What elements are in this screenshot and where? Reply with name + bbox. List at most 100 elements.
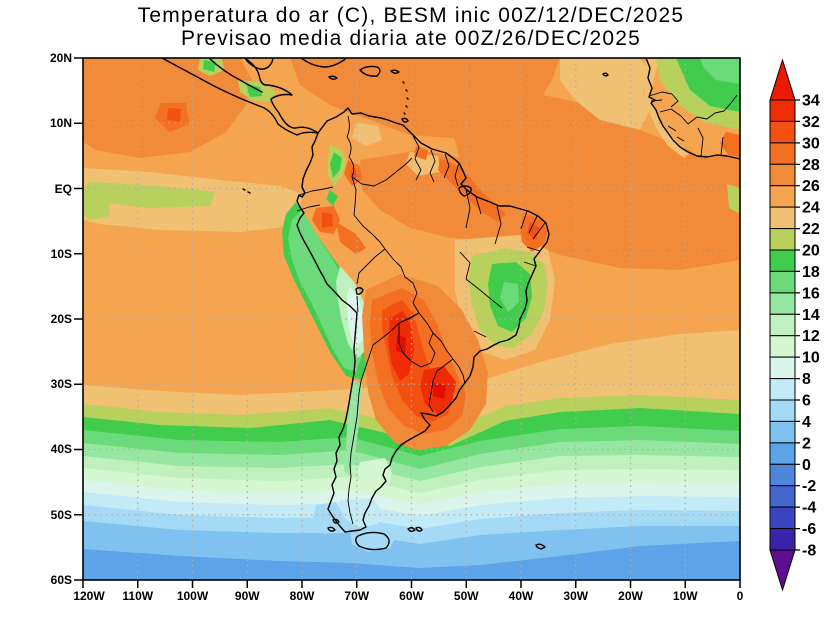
colorbar-label: 30 bbox=[802, 135, 820, 152]
mexico-gulf-coast bbox=[208, 58, 263, 93]
cape-verde-island bbox=[602, 72, 609, 77]
colorbar-arrow-bottom bbox=[769, 549, 796, 592]
x-axis-label: 90W bbox=[235, 589, 260, 603]
y-axis-label: 20N bbox=[50, 51, 72, 65]
x-axis-label: 20W bbox=[618, 589, 643, 603]
colorbar-cell bbox=[769, 463, 796, 487]
colorbar-cell bbox=[769, 485, 796, 508]
colorbar-cell bbox=[769, 506, 796, 530]
central-america-coastline bbox=[161, 58, 319, 136]
colorbar-label: -6 bbox=[802, 521, 816, 538]
colorbar-cell bbox=[769, 249, 796, 272]
colorbar-label: 2 bbox=[802, 435, 811, 452]
colorbar-label: 20 bbox=[802, 243, 820, 260]
africa-coastline bbox=[645, 58, 740, 160]
y-axis-label: 40S bbox=[51, 442, 72, 456]
colorbar-label: 32 bbox=[802, 114, 820, 131]
colorbar-cell bbox=[769, 356, 796, 380]
field-layer-patagonia bbox=[312, 458, 396, 552]
colorbar-cell bbox=[769, 228, 796, 251]
field-layer-andes-cold bbox=[282, 202, 372, 476]
colorbar-cell bbox=[769, 270, 796, 294]
yucatan-coastline bbox=[244, 58, 274, 70]
title-line-2: Previsao media diaria ate 00Z/26/DEC/202… bbox=[181, 27, 641, 50]
jamaica-island bbox=[328, 75, 338, 80]
y-axis-labels: 20N 10N EQ 10S 20S 30S 40S 50S 60S bbox=[50, 51, 72, 587]
colorbar-cell bbox=[769, 420, 796, 444]
y-axis-label: 10N bbox=[50, 116, 72, 130]
colorbar-label: 14 bbox=[802, 307, 820, 324]
colorbar: 34 32 30 28 26 24 22 20 18 16 14 12 10 8… bbox=[769, 58, 820, 592]
chart-title: Temperatura do ar (C), BESM inic 00Z/12/… bbox=[138, 4, 685, 50]
colorbar-cell bbox=[769, 442, 796, 465]
colorbar-cell bbox=[769, 185, 796, 208]
colorbar-label: 34 bbox=[802, 93, 820, 110]
colorbar-label: 8 bbox=[802, 371, 811, 388]
y-axis-label: 10S bbox=[51, 247, 72, 261]
colorbar-cell bbox=[769, 378, 796, 401]
colorbar-label: 28 bbox=[802, 157, 820, 174]
field-layer-green-north bbox=[83, 58, 346, 220]
chilean-fjord-islands bbox=[327, 518, 340, 532]
x-axis-label: 100W bbox=[177, 589, 209, 603]
colorbar-cell bbox=[769, 142, 796, 165]
central-america-caribbean-coast bbox=[244, 58, 319, 134]
y-axis-label: 50S bbox=[51, 508, 72, 522]
hispaniola-island bbox=[359, 65, 381, 77]
colorbar-cell bbox=[769, 399, 796, 422]
coastlines bbox=[161, 58, 740, 551]
colorbar-label: 26 bbox=[802, 178, 820, 195]
puerto-rico-island bbox=[390, 69, 400, 74]
colorbar-label: -2 bbox=[802, 478, 816, 495]
y-axis-label: 60S bbox=[51, 573, 72, 587]
x-axis-labels: 120W 110W 100W 90W 80W 70W 60W 50W 40W 3… bbox=[73, 589, 743, 603]
colorbar-cell bbox=[769, 292, 796, 315]
colorbar-cell bbox=[769, 528, 796, 551]
colorbar-label: 24 bbox=[802, 200, 820, 217]
x-axis-label: 0 bbox=[737, 589, 744, 603]
country-borders bbox=[296, 91, 738, 525]
colorbar-label: 0 bbox=[802, 457, 811, 474]
y-axis-label: 30S bbox=[51, 377, 72, 391]
south-georgia-island bbox=[535, 543, 546, 550]
x-axis-label: 30W bbox=[563, 589, 588, 603]
lesser-antilles-islands bbox=[401, 81, 409, 123]
colorbar-cell bbox=[769, 335, 796, 358]
title-line-1: Temperatura do ar (C), BESM inic 00Z/12/… bbox=[138, 4, 685, 27]
colorbar-label: -8 bbox=[802, 543, 816, 560]
axis-tick-marks bbox=[74, 57, 741, 588]
colorbar-cell bbox=[769, 313, 796, 337]
south-america-coastline bbox=[296, 107, 550, 533]
colorbar-tick-marks bbox=[795, 99, 800, 551]
colorbar-label: 12 bbox=[802, 328, 820, 345]
colorbar-labels: 34 32 30 28 26 24 22 20 18 16 14 12 10 8… bbox=[802, 93, 820, 560]
colorbar-cell bbox=[769, 120, 796, 144]
colorbar-label: 16 bbox=[802, 285, 820, 302]
colorbar-cell bbox=[769, 206, 796, 230]
x-axis-label: 120W bbox=[73, 589, 105, 603]
field-layer-hotspots-north bbox=[155, 103, 740, 254]
cuba-coastline bbox=[300, 58, 347, 68]
colorbar-label: -4 bbox=[802, 500, 816, 517]
x-axis-label: 80W bbox=[290, 589, 315, 603]
x-axis-label: 70W bbox=[344, 589, 369, 603]
y-axis-label: EQ bbox=[55, 182, 72, 196]
colorbar-label: 6 bbox=[802, 393, 811, 410]
x-axis-label: 50W bbox=[454, 589, 479, 603]
colorbar-cell bbox=[769, 163, 796, 187]
x-axis-label: 40W bbox=[509, 589, 534, 603]
x-axis-label: 110W bbox=[122, 589, 153, 603]
y-axis-label: 20S bbox=[51, 312, 72, 326]
colorbar-label: 22 bbox=[802, 221, 820, 238]
marajo-island bbox=[458, 185, 472, 197]
colorbar-arrow-top bbox=[769, 58, 796, 101]
colorbar-cell bbox=[769, 99, 796, 122]
lake-titicaca bbox=[355, 287, 364, 295]
field-layer-hot-blobs-south bbox=[362, 274, 488, 450]
x-axis-label: 60W bbox=[399, 589, 424, 603]
tierra-del-fuego-island bbox=[355, 531, 390, 551]
colorbar-label: 10 bbox=[802, 350, 820, 367]
x-axis-label: 10W bbox=[673, 589, 698, 603]
